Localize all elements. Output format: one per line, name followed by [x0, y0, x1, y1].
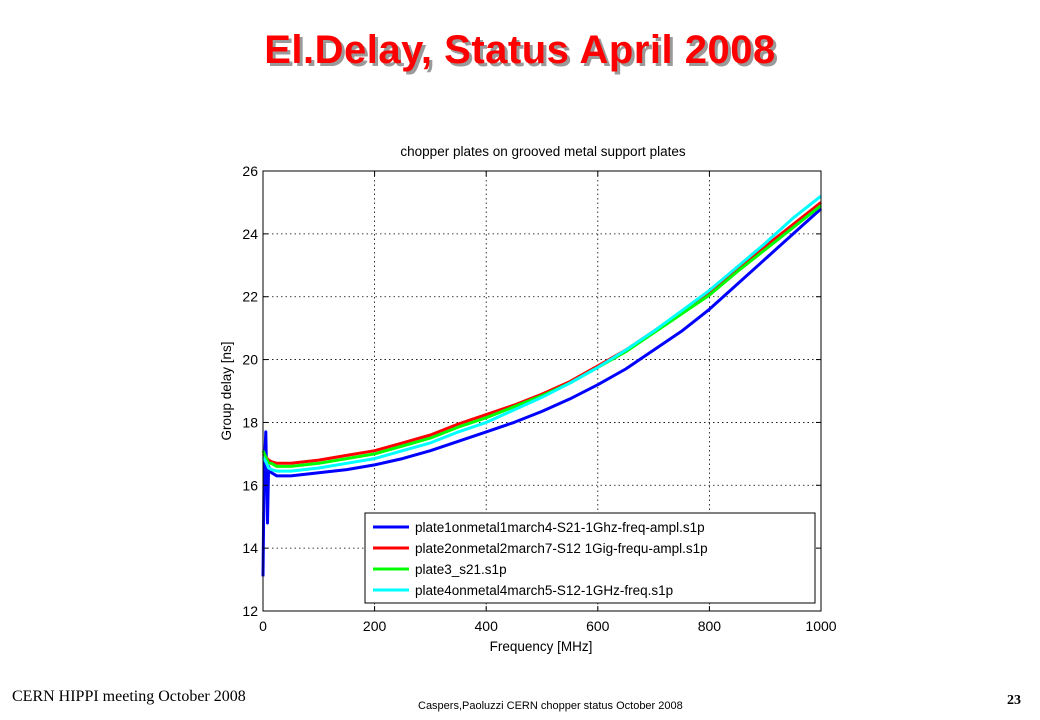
footer-credit: Caspers,Paoluzzi CERN chopper status Oct… — [418, 700, 683, 712]
y-axis-label: Group delay [ns] — [219, 341, 234, 440]
grid — [263, 171, 821, 611]
x-tick-label: 1000 — [805, 618, 836, 634]
x-axis-label: Frequency [MHz] — [490, 639, 593, 654]
legend: plate1onmetal1march4-S21-1Ghz-freq-ampl.… — [364, 512, 816, 604]
series-line-3 — [261, 204, 822, 468]
x-tick-label: 200 — [363, 618, 387, 634]
y-tick-label: 20 — [242, 352, 258, 368]
axes-box — [262, 170, 822, 612]
series-layer — [261, 194, 823, 577]
slide-title: El.Delay, Status April 2008 — [264, 28, 776, 72]
series-line-4 — [261, 194, 822, 473]
y-tick-label: 12 — [242, 603, 258, 619]
legend-label: plate1onmetal1march4-S21-1Ghz-freq-ampl.… — [415, 520, 705, 535]
y-tick-label: 22 — [242, 289, 258, 305]
page-number: 23 — [1007, 693, 1021, 708]
legend-box — [364, 512, 816, 604]
legend-label: plate2onmetal2march7-S12 1Gig-frequ-ampl… — [415, 541, 708, 556]
ticks: 0 200 400 600 800 1000 12 14 16 18 20 22 24 26 — [242, 163, 836, 634]
y-tick-label: 24 — [242, 226, 258, 242]
x-tick-label: 0 — [259, 618, 267, 634]
legend-label: plate4onmetal4march5-S12-1GHz-freq.s1p — [415, 583, 673, 598]
x-tick-label: 600 — [586, 618, 610, 634]
x-tick-label: 400 — [475, 618, 499, 634]
y-tick-label: 16 — [242, 477, 258, 493]
y-tick-label: 14 — [242, 540, 258, 556]
y-tick-label: 18 — [242, 414, 258, 430]
axes — [262, 170, 822, 612]
x-tick-label: 800 — [698, 618, 722, 634]
chart-title: chopper plates on grooved metal support … — [400, 144, 685, 159]
footer-meeting: CERN HIPPI meeting October 2008 — [12, 688, 246, 705]
legend-label: plate3_s21.s1p — [415, 562, 507, 577]
y-tick-label: 26 — [242, 163, 258, 179]
